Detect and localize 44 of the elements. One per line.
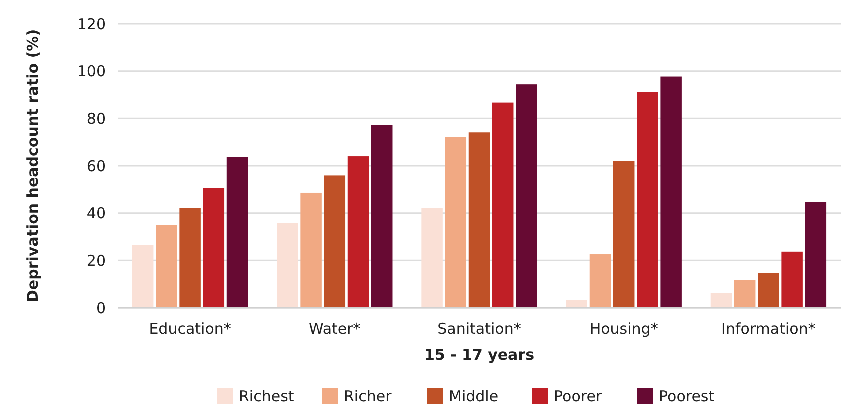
bar	[371, 125, 393, 308]
bar	[590, 254, 612, 308]
x-tick-label: Water*	[308, 320, 362, 338]
y-tick-label: 20	[86, 252, 106, 270]
bar	[660, 76, 682, 308]
y-tick-label: 0	[96, 299, 106, 318]
y-axis-title: Deprivation headcount ratio (%)	[24, 29, 42, 303]
bar	[324, 176, 346, 308]
bar	[758, 273, 780, 308]
legend-label: Richer	[344, 387, 393, 406]
bar	[422, 208, 443, 308]
bar	[468, 132, 490, 308]
bar	[203, 188, 225, 308]
legend-label: Richest	[239, 387, 294, 406]
y-tick-label: 100	[77, 62, 106, 81]
x-tick-label: Sanitation*	[438, 320, 522, 338]
legend-label: Poorer	[554, 387, 603, 406]
x-tick-label: Housing*	[590, 320, 659, 338]
bar	[156, 225, 178, 308]
bar	[180, 208, 201, 308]
y-tick-label: 60	[86, 157, 106, 176]
bar	[613, 161, 635, 308]
legend-label: Poorest	[659, 387, 715, 406]
bar	[132, 245, 154, 308]
bar	[710, 293, 732, 308]
bar	[516, 84, 538, 308]
bar	[277, 223, 298, 308]
bar	[637, 92, 658, 308]
y-tick-label: 40	[86, 204, 106, 223]
bar	[782, 252, 803, 308]
bar	[734, 280, 756, 308]
x-axis-title: 15 - 17 years	[424, 346, 535, 364]
bar	[492, 102, 514, 308]
legend-label: Middle	[449, 387, 499, 406]
y-tick-label: 120	[77, 15, 106, 34]
bar	[445, 137, 467, 308]
bar	[348, 156, 370, 308]
y-tick-label: 80	[86, 110, 106, 128]
bar	[300, 192, 322, 308]
bar	[226, 157, 248, 308]
bar	[566, 300, 588, 308]
bar	[805, 202, 827, 308]
x-tick-label: Information*	[722, 320, 816, 338]
x-tick-label: Education*	[149, 320, 232, 338]
